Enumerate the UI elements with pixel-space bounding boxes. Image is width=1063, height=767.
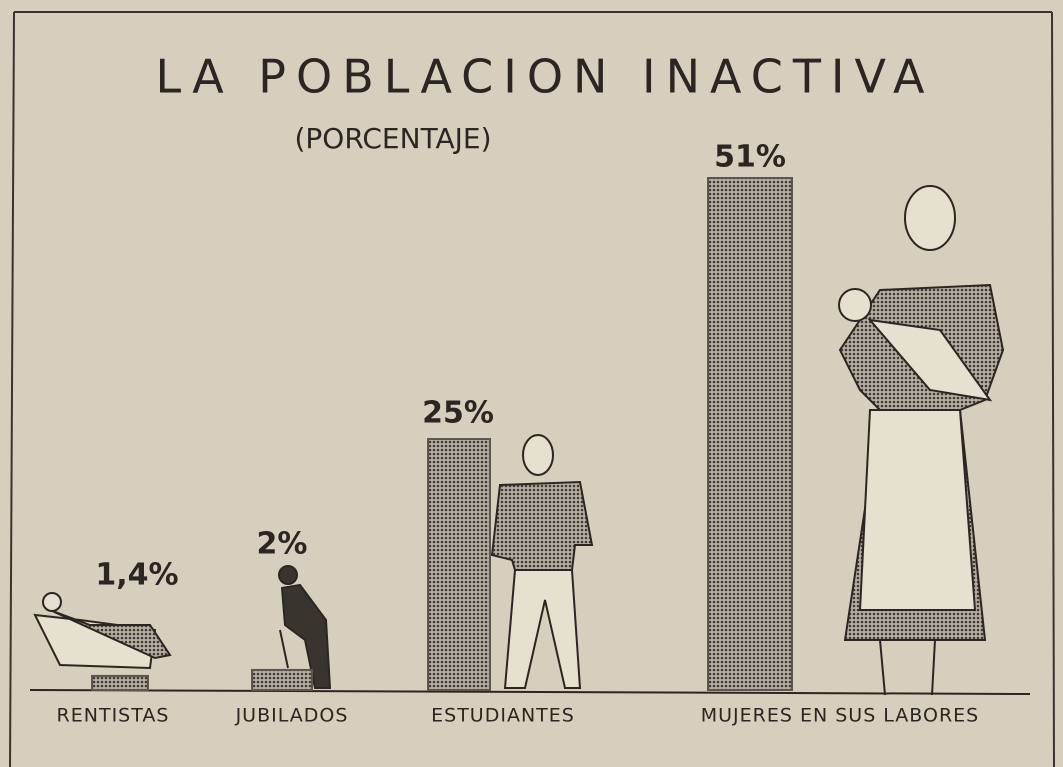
chart: LA POBLACION INACTIVA (PORCENTAJE) 1,4% R… [0, 0, 1063, 767]
value-label: 1,4% [95, 557, 178, 592]
value-label: 2% [257, 526, 308, 561]
x-tick-label: ESTUDIANTES [431, 705, 575, 727]
bar [252, 670, 312, 690]
bar [708, 178, 792, 690]
chart-subtitle: (PORCENTAJE) [294, 122, 491, 155]
chart-title: LA POBLACION INACTIVA [156, 50, 935, 104]
value-label: 51% [714, 140, 786, 175]
x-tick-label: JUBILADOS [235, 705, 349, 727]
bar [92, 676, 148, 690]
bar [428, 439, 490, 690]
x-tick-label: MUJERES EN SUS LABORES [701, 705, 979, 727]
x-tick-label: RENTISTAS [57, 705, 170, 727]
page: {"chart_data": {"type": "bar", "title": … [0, 0, 1063, 767]
value-label: 25% [422, 396, 494, 431]
